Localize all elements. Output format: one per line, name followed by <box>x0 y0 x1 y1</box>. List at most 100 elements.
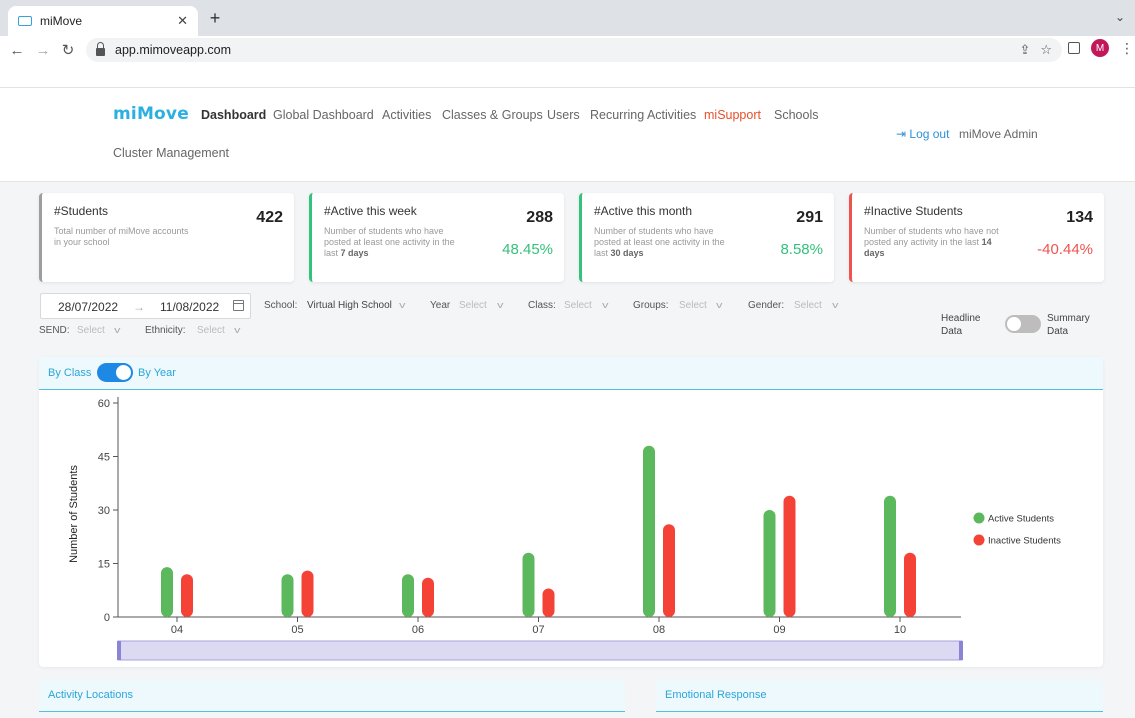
card-title: #Students <box>54 204 109 218</box>
emotional-response-panel: Emotional Response <box>656 680 1103 712</box>
chevron-down-icon[interactable]: v <box>716 300 723 310</box>
bar-inactive-students <box>542 588 555 617</box>
browser-tab[interactable]: miMove ✕ <box>8 6 198 36</box>
activity-locations-panel: Activity Locations <box>39 680 625 712</box>
nav-users[interactable]: Users <box>547 108 580 122</box>
close-tab-icon[interactable]: ✕ <box>177 13 188 28</box>
card-description: Number of students who have not posted a… <box>864 226 999 258</box>
url-text[interactable]: app.mimoveapp.com <box>115 43 232 57</box>
nav-misupport[interactable]: miSupport <box>704 108 761 122</box>
card-value: 291 <box>796 209 823 226</box>
side-panel-icon[interactable] <box>1068 42 1080 54</box>
year-filter-label: Year <box>430 300 451 311</box>
date-to[interactable]: 11/08/2022 <box>160 300 220 314</box>
students-card: #Students 422 Total number of miMove acc… <box>39 193 294 282</box>
class-filter-select[interactable]: Select <box>564 300 592 311</box>
x-tick-label: 10 <box>894 624 906 636</box>
students-chart-panel: By Class By Year 0 15 30 45 60 Number of Stud… <box>39 357 1103 667</box>
chevron-down-icon[interactable]: v <box>114 325 121 335</box>
class-year-toggle[interactable] <box>97 363 133 382</box>
school-filter-select[interactable]: Virtual High School <box>307 300 392 311</box>
legend-label: Active Students <box>988 514 1054 525</box>
nav-schools[interactable]: Schools <box>774 108 819 122</box>
profile-avatar[interactable]: M <box>1091 39 1109 57</box>
chevron-down-icon[interactable]: v <box>234 325 241 335</box>
lock-icon <box>96 41 105 56</box>
card-value: 422 <box>256 209 283 226</box>
school-filter-label: School: <box>264 300 298 311</box>
date-from[interactable]: 28/07/2022 <box>58 300 119 314</box>
back-icon[interactable]: ← <box>9 41 25 59</box>
groups-filter-label: Groups: <box>633 300 669 311</box>
inactive-students-card: #Inactive Students 134 Number of student… <box>849 193 1104 282</box>
card-title: #Active this week <box>324 204 417 218</box>
range-slider <box>117 640 963 661</box>
x-tick-label: 04 <box>171 624 183 636</box>
browser-tab-bar: miMove ✕ + ⌄ <box>0 0 1135 36</box>
bar-inactive-students <box>181 574 193 617</box>
browser-menu-icon[interactable]: ⋮ <box>1120 40 1134 56</box>
nav-cluster-management[interactable]: Cluster Management <box>113 146 230 160</box>
card-percentage: 48.45% <box>502 241 553 258</box>
active-month-card: #Active this month 291 Number of student… <box>579 193 834 282</box>
y-tick-label: 30 <box>98 505 110 517</box>
nav-activities[interactable]: Activities <box>382 108 432 122</box>
by-class-label: By Class <box>48 367 92 379</box>
students-bar-chart: 0 15 30 45 60 Number of Students 04 05 06 07 08 09 1… <box>68 397 1061 661</box>
current-user-name: miMove Admin <box>959 127 1038 141</box>
range-slider-handle <box>117 641 121 660</box>
bar-active-students <box>884 495 896 617</box>
chevron-down-icon[interactable]: v <box>602 300 609 310</box>
bookmark-star-icon[interactable]: ☆ <box>1040 42 1052 57</box>
mimove-logo[interactable]: miMove <box>113 104 189 124</box>
bar-active-students <box>643 445 655 617</box>
forward-icon[interactable]: → <box>35 41 51 59</box>
bar-active-students <box>402 574 414 617</box>
card-description: Total number of miMove accounts in your … <box>54 226 189 247</box>
range-slider-handle <box>959 641 963 660</box>
chevron-down-icon[interactable]: v <box>832 300 839 310</box>
share-icon[interactable]: ⇪ <box>1019 42 1031 57</box>
nav-dashboard[interactable]: Dashboard <box>201 108 267 122</box>
bar-inactive-students <box>301 570 314 617</box>
chevron-down-icon[interactable]: v <box>399 300 406 310</box>
bar-inactive-students <box>663 524 675 617</box>
tab-search-icon[interactable]: ⌄ <box>1114 10 1125 24</box>
nav-classes-groups[interactable]: Classes & Groups <box>442 108 543 122</box>
bar-active-students <box>161 567 173 617</box>
card-description: Number of students who have posted at le… <box>324 226 455 258</box>
activity-locations-title: Activity Locations <box>48 689 133 701</box>
year-filter-select[interactable]: Select <box>459 300 487 311</box>
nav-recurring-activities[interactable]: Recurring Activities <box>590 108 697 122</box>
groups-filter-select[interactable]: Select <box>679 300 707 311</box>
logout-icon: ⇥ <box>896 127 910 141</box>
bar-active-students <box>522 552 535 617</box>
browser-toolbar: ← → ↻ app.mimoveapp.com ⇪ ☆ M ⋮ <box>0 36 1135 88</box>
by-year-label: By Year <box>138 367 176 379</box>
y-tick-label: 15 <box>98 559 110 571</box>
summary-data-label: Summary Data <box>1047 313 1090 337</box>
bar-active-students <box>763 510 776 617</box>
data-view-toggle[interactable] <box>1005 315 1041 333</box>
y-tick-label: 45 <box>98 452 110 464</box>
x-tick-label: 08 <box>653 624 665 636</box>
x-tick-label: 05 <box>291 624 303 636</box>
card-title: #Inactive Students <box>864 204 963 218</box>
address-bar[interactable]: app.mimoveapp.com ⇪ ☆ <box>86 38 1062 62</box>
new-tab-button[interactable]: + <box>209 8 221 28</box>
card-percentage: 8.58% <box>780 241 823 258</box>
date-range-picker[interactable]: 28/07/2022 → 11/08/2022 <box>40 293 251 319</box>
card-value: 134 <box>1066 209 1093 226</box>
reload-icon[interactable]: ↻ <box>61 42 75 59</box>
card-value: 288 <box>526 209 553 226</box>
gender-filter-select[interactable]: Select <box>794 300 822 311</box>
y-tick-label: 60 <box>98 398 110 410</box>
nav-global-dashboard[interactable]: Global Dashboard <box>273 108 374 122</box>
ethnicity-filter-select[interactable]: Select <box>197 325 225 336</box>
logout-link[interactable]: ⇥ Log out <box>896 127 949 141</box>
bar-inactive-students <box>783 495 796 617</box>
x-tick-label: 09 <box>773 624 785 636</box>
calendar-icon[interactable] <box>233 300 244 311</box>
chevron-down-icon[interactable]: v <box>497 300 504 310</box>
send-filter-select[interactable]: Select <box>77 325 105 336</box>
